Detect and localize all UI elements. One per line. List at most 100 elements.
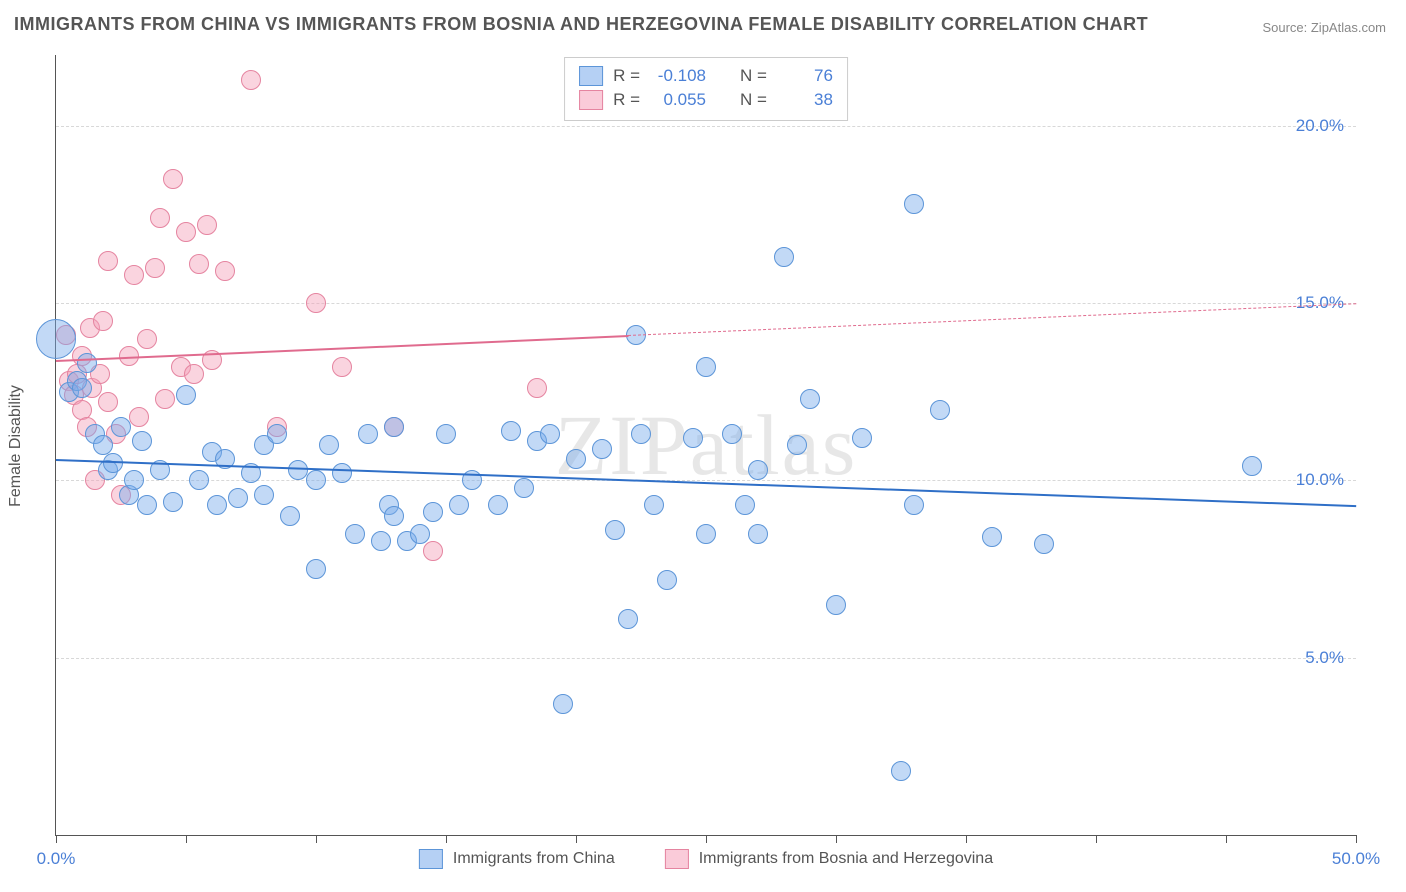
data-point-china	[683, 428, 703, 448]
data-point-china	[371, 531, 391, 551]
data-point-china	[111, 417, 131, 437]
y-tick-label: 5.0%	[1305, 648, 1344, 668]
data-point-china	[748, 460, 768, 480]
data-point-china	[722, 424, 742, 444]
data-point-china	[137, 495, 157, 515]
legend-label: Immigrants from Bosnia and Herzegovina	[699, 850, 993, 868]
data-point-china	[319, 435, 339, 455]
gridline	[56, 126, 1356, 127]
data-point-bosnia	[129, 407, 149, 427]
y-axis-label: Female Disability	[7, 385, 25, 507]
data-point-china	[904, 194, 924, 214]
data-point-china	[423, 502, 443, 522]
data-point-bosnia	[137, 329, 157, 349]
x-tick	[1096, 835, 1097, 843]
data-point-china	[605, 520, 625, 540]
stat-N: 76	[777, 66, 833, 86]
data-point-china	[132, 431, 152, 451]
data-point-china	[826, 595, 846, 615]
data-point-china	[267, 424, 287, 444]
data-point-china	[553, 694, 573, 714]
data-point-bosnia	[163, 169, 183, 189]
data-point-bosnia	[145, 258, 165, 278]
legend-swatch	[579, 90, 603, 110]
source-label: Source: ZipAtlas.com	[1262, 20, 1386, 35]
y-tick-label: 10.0%	[1296, 470, 1344, 490]
stat-N: 38	[777, 90, 833, 110]
legend-item: Immigrants from Bosnia and Herzegovina	[665, 849, 993, 869]
data-point-china	[93, 435, 113, 455]
data-point-china	[618, 609, 638, 629]
x-tick	[446, 835, 447, 843]
data-point-china	[696, 524, 716, 544]
data-point-china	[644, 495, 664, 515]
data-point-china	[748, 524, 768, 544]
data-point-china	[904, 495, 924, 515]
data-point-china	[254, 485, 274, 505]
data-point-bosnia	[241, 70, 261, 90]
data-point-china	[631, 424, 651, 444]
legend-swatch	[419, 849, 443, 869]
data-point-china	[436, 424, 456, 444]
data-point-china	[207, 495, 227, 515]
data-point-china	[501, 421, 521, 441]
data-point-china	[358, 424, 378, 444]
x-tick	[706, 835, 707, 843]
x-tick-label: 50.0%	[1332, 849, 1380, 869]
data-point-china	[787, 435, 807, 455]
data-point-china	[124, 470, 144, 490]
data-point-china	[696, 357, 716, 377]
y-tick-label: 20.0%	[1296, 116, 1344, 136]
data-point-bosnia	[124, 265, 144, 285]
data-point-bosnia	[98, 392, 118, 412]
gridline	[56, 303, 1356, 304]
data-point-china	[891, 761, 911, 781]
stat-row: R =0.055N =38	[579, 88, 833, 112]
data-point-china	[800, 389, 820, 409]
x-tick	[56, 835, 57, 843]
stat-R: -0.108	[650, 66, 706, 86]
x-tick	[576, 835, 577, 843]
data-point-china	[657, 570, 677, 590]
data-point-china	[592, 439, 612, 459]
gridline	[56, 658, 1356, 659]
data-point-china	[735, 495, 755, 515]
x-tick	[186, 835, 187, 843]
legend-swatch	[579, 66, 603, 86]
data-point-bosnia	[93, 311, 113, 331]
x-tick	[966, 835, 967, 843]
data-point-china	[176, 385, 196, 405]
x-tick	[1356, 835, 1357, 843]
data-point-china	[306, 559, 326, 579]
data-point-china	[449, 495, 469, 515]
data-point-bosnia	[306, 293, 326, 313]
data-point-china	[566, 449, 586, 469]
x-tick-label: 0.0%	[37, 849, 76, 869]
stat-row: R =-0.108N =76	[579, 64, 833, 88]
data-point-china	[488, 495, 508, 515]
data-point-china	[982, 527, 1002, 547]
data-point-bosnia	[176, 222, 196, 242]
data-point-bosnia	[184, 364, 204, 384]
legend-swatch	[665, 849, 689, 869]
data-point-bosnia	[189, 254, 209, 274]
data-point-bosnia	[215, 261, 235, 281]
data-point-china	[384, 417, 404, 437]
x-tick	[836, 835, 837, 843]
data-point-china	[228, 488, 248, 508]
correlation-legend: R =-0.108N =76R =0.055N =38	[564, 57, 848, 121]
data-point-china	[384, 506, 404, 526]
x-tick	[1226, 835, 1227, 843]
data-point-china	[514, 478, 534, 498]
data-point-china	[540, 424, 560, 444]
data-point-bosnia	[155, 389, 175, 409]
chart-title: IMMIGRANTS FROM CHINA VS IMMIGRANTS FROM…	[14, 14, 1148, 35]
data-point-china	[930, 400, 950, 420]
data-point-china	[332, 463, 352, 483]
scatter-plot: ZIPatlas R =-0.108N =76R =0.055N =38 Imm…	[55, 55, 1356, 836]
data-point-china	[410, 524, 430, 544]
data-point-china	[36, 319, 76, 359]
data-point-china	[72, 378, 92, 398]
data-point-china	[189, 470, 209, 490]
data-point-bosnia	[150, 208, 170, 228]
